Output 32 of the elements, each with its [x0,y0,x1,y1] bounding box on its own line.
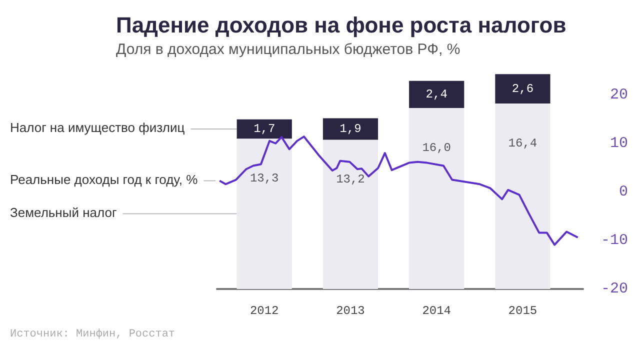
line-series [218,136,579,246]
data-label: 2,4 [426,87,448,102]
bar [236,138,292,289]
y2-tick-label: -10 [600,232,628,249]
data-label: 1,7 [254,122,276,136]
chart-subtitle: Доля в доходах муниципальных бюджетов РФ, % [116,41,460,58]
text: Источник: Минфин, Росстат [10,328,176,340]
data-label: 13,2 [336,172,365,187]
bar [322,118,378,140]
bar [236,119,292,139]
data-label: 13,3 [250,172,279,186]
data-label: 16,4 [508,136,538,151]
y2-tick-label: 20 [610,86,628,104]
chart-title: Падение доходов на фоне роста налогов [116,12,566,38]
data-label: 16,0 [422,141,452,156]
text: Налог на имущество физлиц [10,120,186,135]
y2-tick-label: 10 [610,134,628,152]
x-tick-label: 2012 [250,304,279,318]
data-label: 2,6 [512,82,534,96]
x-tick-label: 2013 [336,304,365,318]
y2-tick-label: -20 [600,280,628,298]
x-tick-label: 2015 [508,304,538,318]
text: Земельный налог [10,204,117,220]
bar [495,104,550,289]
bar [409,108,464,289]
series-label: Реальные доходы год к году, % [10,172,198,187]
bar [322,140,378,289]
bar [409,80,464,108]
data-label: 1,9 [340,122,362,136]
x-tick-label: 2014 [422,304,452,318]
y2-tick-label: 0 [618,183,628,200]
bar [495,74,550,104]
